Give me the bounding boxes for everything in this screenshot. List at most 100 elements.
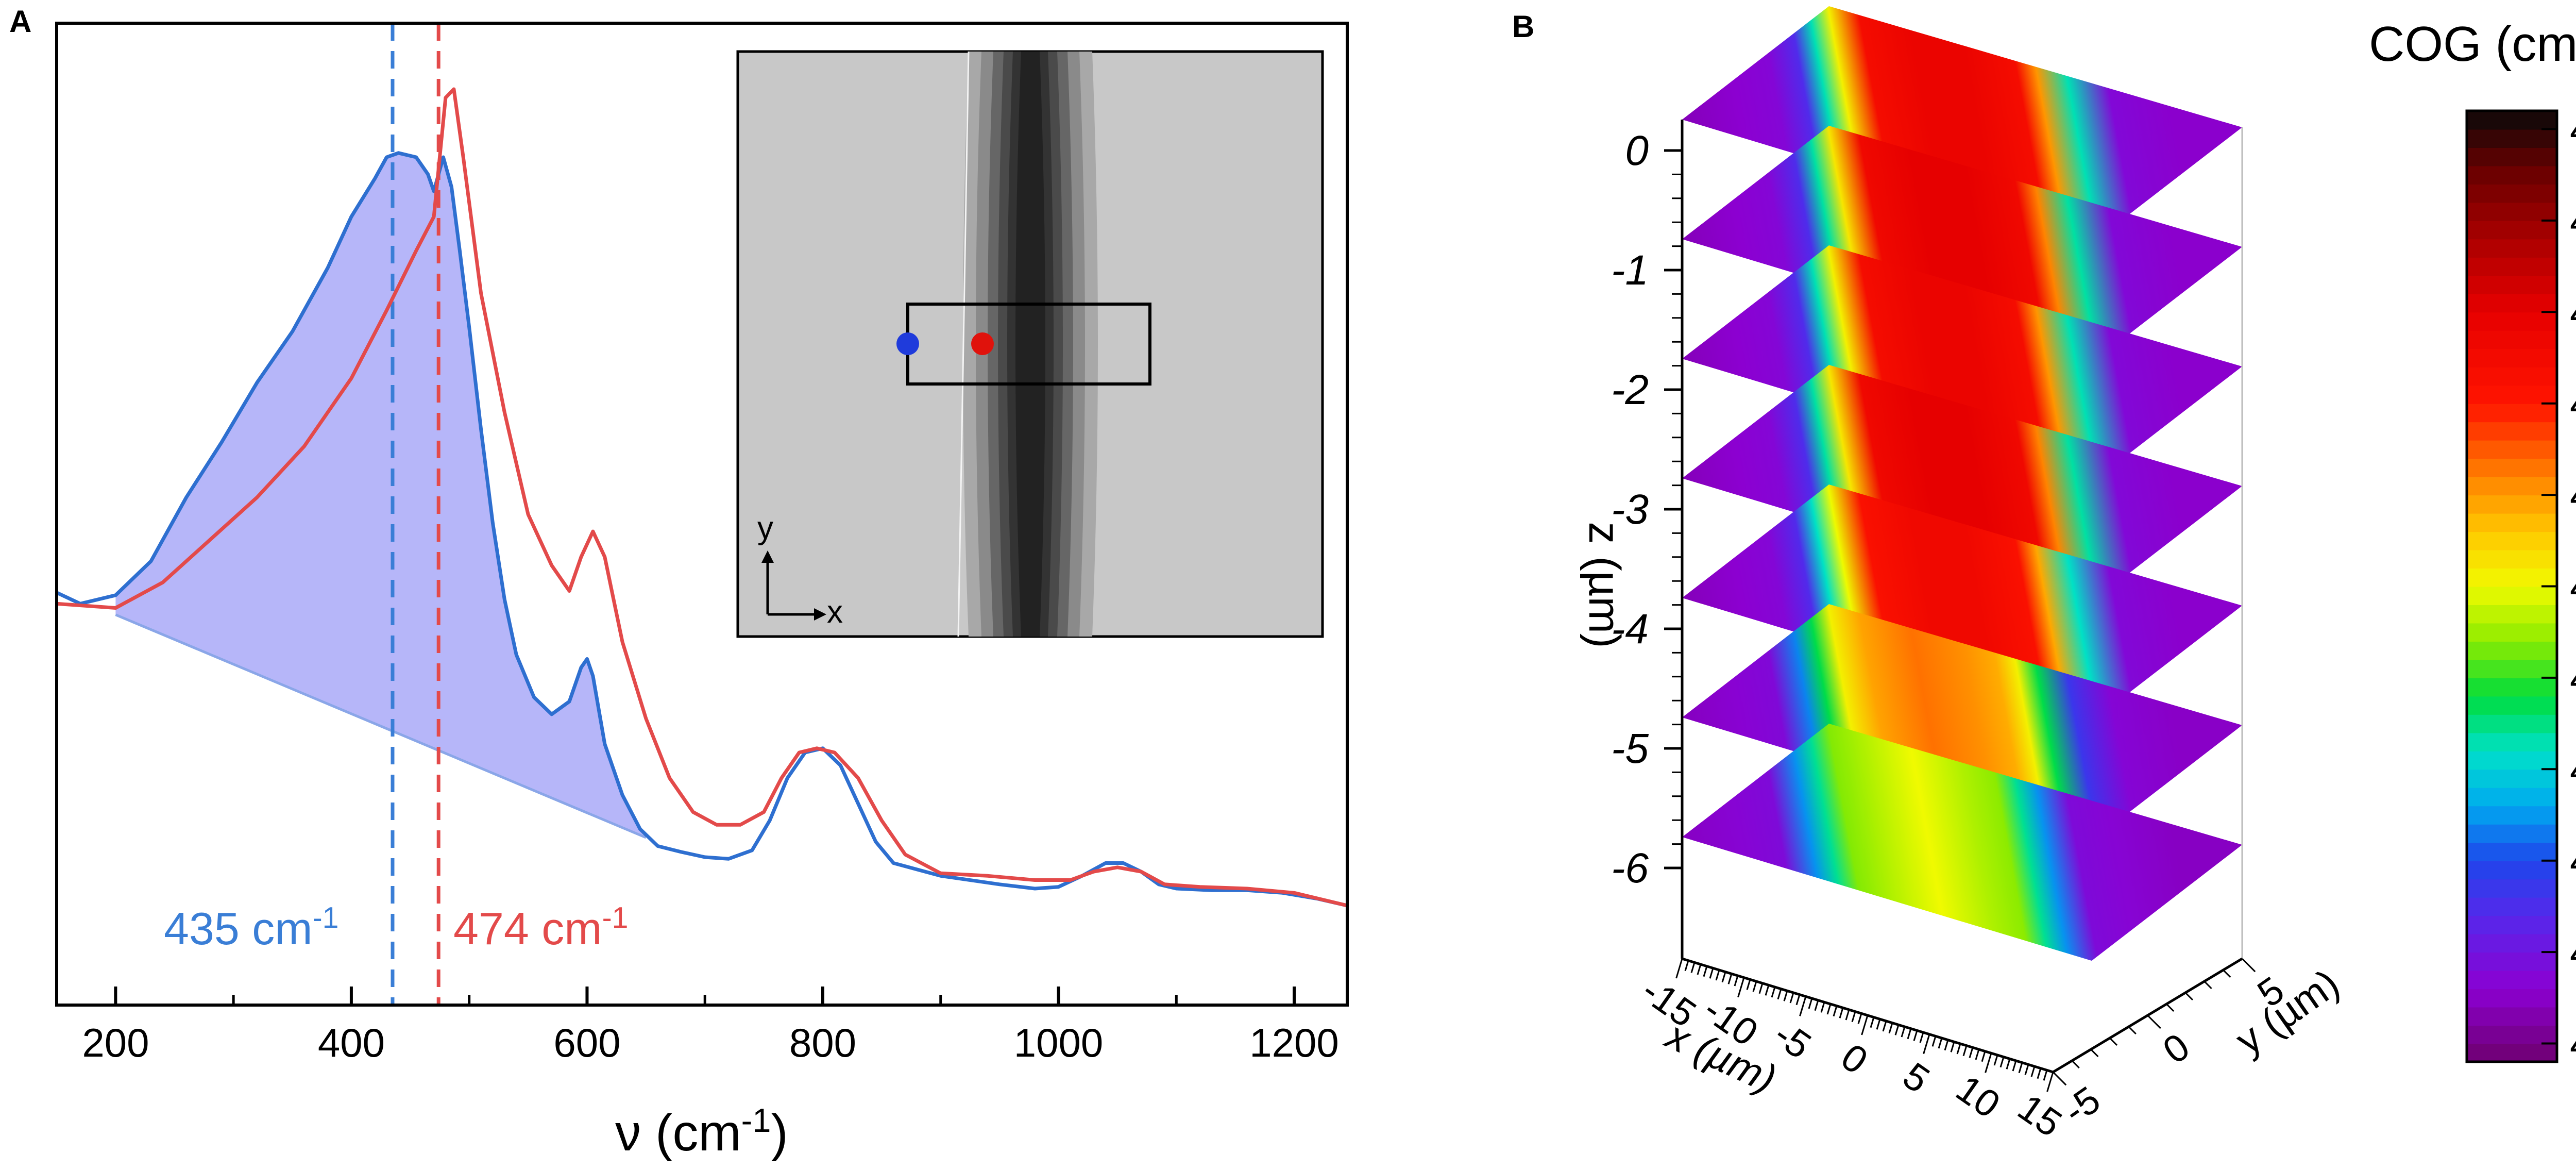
y-axis-label-b: y (µm): [2227, 960, 2347, 1063]
panel-a-label: A: [9, 4, 31, 39]
x-tick-b: [1709, 967, 1714, 979]
colorbar-step: [2467, 476, 2557, 496]
y-tick-b: [2128, 1026, 2137, 1035]
fiber-edge: [957, 51, 970, 637]
colorbar-step: [2467, 513, 2557, 532]
x-tick-b: [1820, 1001, 1825, 1013]
x-tick-label: 600: [553, 1020, 620, 1065]
x-tick-b: [1783, 990, 1788, 1001]
colorbar-step: [2467, 183, 2557, 203]
panel-b-label: B: [1512, 9, 1534, 44]
z-tick-label: -4: [1611, 606, 1649, 653]
x-tick-b: [2006, 1058, 2011, 1069]
x-axis-label: ν (cm-1): [615, 1101, 788, 1162]
colorbar-title: COG (cm-1): [2369, 15, 2576, 72]
fiber-stripe: [957, 51, 1098, 637]
x-tick-b: [1999, 1057, 2005, 1068]
marker-label-474: 474 cm-1: [453, 901, 628, 954]
y-tick-b: [2147, 1014, 2161, 1029]
x-tick-b: [2043, 1069, 2048, 1081]
x-tick-b: [1985, 1052, 1992, 1073]
y-tick-b: [2090, 1048, 2099, 1058]
y-tick-b: [2052, 1071, 2067, 1086]
x-tick-b: [1981, 1051, 1986, 1062]
colorbar-step: [2467, 147, 2557, 166]
x-tick-b: [1938, 1038, 1943, 1049]
colorbar-step: [2467, 366, 2557, 386]
colorbar-step: [2467, 714, 2557, 733]
colorbar-step: [2467, 129, 2557, 148]
inset-micrograph: y x: [736, 50, 1324, 638]
colorbar-step: [2467, 531, 2557, 550]
colorbar-tick-label: 480: [2570, 106, 2576, 152]
colorbar-step: [2467, 732, 2557, 751]
colorbar-step: [2467, 257, 2557, 276]
x-tick-label: 200: [82, 1020, 149, 1065]
x-tick-b: [1675, 958, 1683, 979]
x-tick-b: [1845, 1009, 1850, 1021]
x-tick-label-b: 10: [1948, 1067, 2008, 1126]
x-tick-b: [1975, 1049, 1980, 1060]
x-tick-b: [1715, 970, 1720, 981]
layer-plane: [1682, 724, 2242, 961]
colorbar-step: [2467, 842, 2557, 861]
z-tick-label: -2: [1611, 366, 1649, 413]
x-tick-b: [1944, 1040, 1949, 1051]
colorbar-step: [2467, 623, 2557, 642]
colorbar-step: [2467, 422, 2557, 441]
x-tick-b: [1765, 984, 1770, 996]
x-tick-b: [1888, 1023, 1893, 1034]
spectrum-chart: 200 400 600 800 1000 1200 435 cm-1 474 cm-1 ν…: [55, 22, 1349, 1162]
inset-axis-y-label: y: [757, 510, 773, 546]
colorbar-tick-label: 435: [2570, 929, 2576, 975]
x-tick-b: [1727, 973, 1733, 984]
colorbar-step: [2467, 989, 2557, 1008]
x-tick-label: 800: [789, 1020, 856, 1065]
baseline-line: [115, 613, 647, 839]
x-tick-b: [2024, 1064, 2029, 1075]
series-line-red: [57, 87, 1347, 908]
colorbar-step: [2467, 458, 2557, 477]
inset-point-red: [971, 332, 994, 355]
layer-plane: [1682, 126, 2242, 363]
y-tick-b: [2241, 958, 2256, 973]
x-tick-label: 1000: [1014, 1020, 1104, 1065]
colorbar-step: [2467, 806, 2557, 825]
y-tick-b: [2071, 1060, 2080, 1069]
colorbar-step: [2467, 641, 2557, 660]
colorbar-step: [2467, 696, 2557, 715]
blue-integrated-area: [115, 153, 646, 838]
x-tick-b: [1956, 1043, 1961, 1055]
colorbar-step: [2467, 604, 2557, 624]
x-tick-label: 1200: [1249, 1020, 1339, 1065]
z-axis-label: z (µm): [1580, 522, 1629, 648]
x-tick-b: [1851, 1011, 1856, 1023]
colorbar-step: [2467, 970, 2557, 990]
colorbar-step: [2467, 275, 2557, 294]
colorbar-step: [2467, 549, 2557, 569]
colorbar-step: [2467, 750, 2557, 770]
x-tick-b: [2012, 1060, 2017, 1072]
colorbar-step: [2467, 165, 2557, 185]
x-tick-b: [2037, 1068, 2042, 1079]
x-tick-b: [1826, 1004, 1832, 1015]
x-tick-b: [1684, 960, 1689, 972]
x-tick-b: [1870, 1017, 1875, 1028]
x-tick-b: [1697, 964, 1702, 975]
z-tick-label: -1: [1611, 247, 1649, 294]
colorbar-step: [2467, 239, 2557, 258]
colorbar-step: [2467, 1025, 2557, 1044]
x-tick-b: [1857, 1013, 1862, 1024]
colorbar-tick-label: 440: [2570, 838, 2576, 884]
colorbar-step: [2467, 879, 2557, 898]
x-tick-b: [1919, 1032, 1924, 1043]
x-tick-b: [1894, 1024, 1900, 1035]
inset-axis-x-label: x: [827, 594, 843, 630]
x-tick-b: [1913, 1030, 1918, 1041]
layer-plane: [1682, 245, 2242, 482]
colorbar-step: [2467, 220, 2557, 240]
fiber-stripe-band: [1015, 52, 1045, 637]
x-tick-b: [1771, 987, 1776, 998]
